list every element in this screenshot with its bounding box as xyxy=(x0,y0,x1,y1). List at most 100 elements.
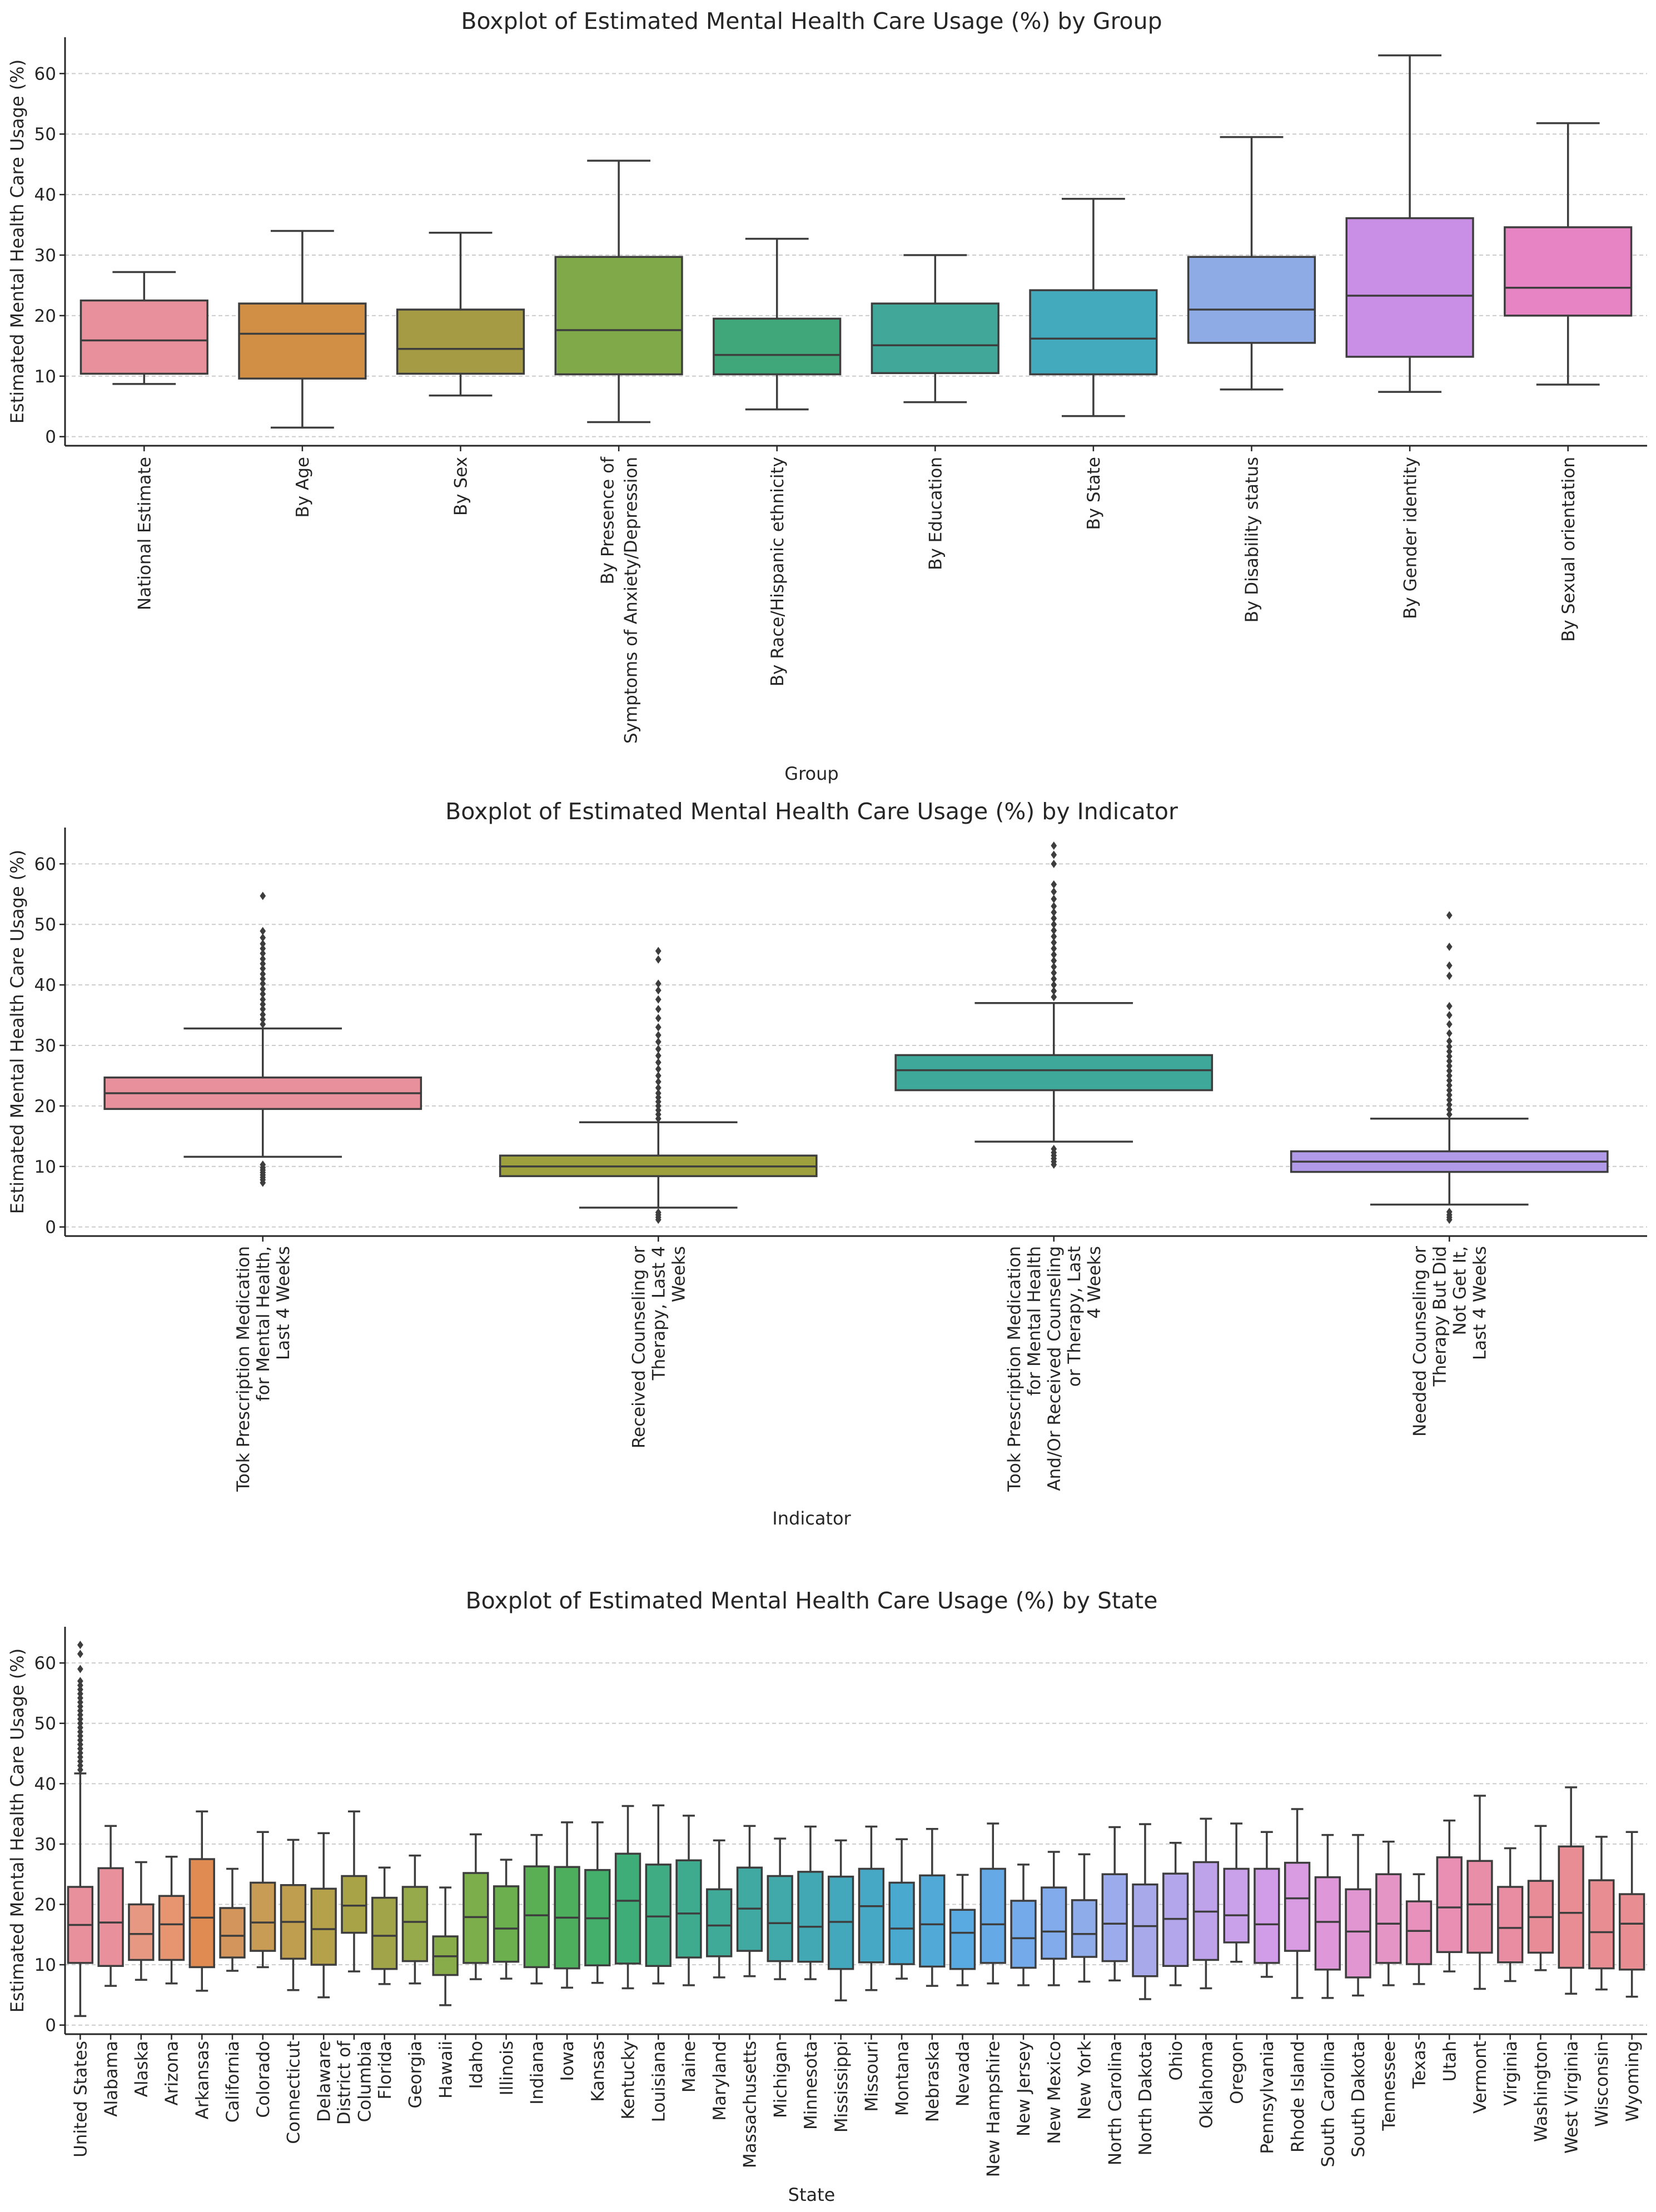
box xyxy=(158,1895,185,1961)
outlier-point xyxy=(1446,1100,1453,1109)
box-group xyxy=(463,1833,489,1980)
outlier-point xyxy=(77,1681,83,1690)
x-axis-label: State xyxy=(788,2184,836,2205)
x-tick-label: New York xyxy=(1075,2041,1095,2120)
outlier-point xyxy=(655,1083,662,1092)
box-group xyxy=(1504,122,1633,386)
outlier-point xyxy=(1446,1105,1453,1114)
outlier-point xyxy=(1446,1207,1453,1216)
outlier-point xyxy=(1051,841,1057,850)
outlier-point xyxy=(77,1753,83,1762)
x-axis-label: Group xyxy=(784,763,838,784)
x-tick-label: South Carolina xyxy=(1318,2041,1338,2168)
outlier-point xyxy=(1446,1002,1453,1010)
outlier-point xyxy=(1051,950,1057,959)
box-group xyxy=(645,1804,672,1985)
outlier-point xyxy=(77,1711,83,1720)
y-axis-label: Estimated Mental Health Care Usage (%) xyxy=(7,59,28,424)
outlier-point xyxy=(1051,938,1057,947)
box xyxy=(1345,1888,1371,1979)
x-tick-label: District ofColumbia xyxy=(335,2040,375,2125)
box-group xyxy=(1187,136,1316,391)
outlier-point xyxy=(260,974,266,983)
x-tick-label: New Jersey xyxy=(1014,2041,1034,2136)
box-group xyxy=(103,891,422,1187)
box-group xyxy=(584,1821,611,1984)
y-tick-label: 50 xyxy=(34,124,56,145)
outlier-point xyxy=(260,989,266,998)
x-tick-label: Idaho xyxy=(466,2041,486,2089)
box xyxy=(1254,1867,1280,1964)
box-group xyxy=(1029,197,1158,417)
x-tick-label: North Dakota xyxy=(1136,2041,1156,2155)
outlier-point xyxy=(77,1723,83,1732)
box xyxy=(871,302,999,375)
outlier-point xyxy=(1446,1110,1453,1119)
outlier-point xyxy=(1446,1052,1453,1061)
chart-title: Boxplot of Estimated Mental Health Care … xyxy=(445,798,1178,825)
outlier-point xyxy=(655,1077,662,1086)
box-group xyxy=(523,1834,550,1985)
outlier-point xyxy=(655,1058,662,1067)
x-tick-label: Iowa xyxy=(558,2041,578,2081)
outlier-point xyxy=(1446,1090,1453,1099)
box-group xyxy=(188,1810,215,1992)
box xyxy=(250,1881,276,1952)
outlier-point xyxy=(655,979,662,988)
box xyxy=(713,317,842,376)
x-tick-label: Utah xyxy=(1440,2041,1460,2082)
outlier-point xyxy=(655,1110,662,1119)
outlier-point xyxy=(77,1715,83,1723)
x-tick-label: Connecticut xyxy=(284,2041,304,2144)
x-tick-label: West Virginia xyxy=(1561,2041,1582,2154)
outlier-point xyxy=(1446,1037,1453,1045)
box-group xyxy=(706,1839,733,1979)
box xyxy=(1497,1886,1524,1964)
outlier-point xyxy=(1051,1144,1057,1153)
x-tick-label: By Sex xyxy=(451,457,471,516)
outlier-point xyxy=(260,954,266,963)
x-tick-label: North Carolina xyxy=(1105,2041,1125,2165)
x-tick-label: By State xyxy=(1084,457,1104,530)
outlier-point xyxy=(1446,1071,1453,1080)
x-tick-label: National Estimate xyxy=(135,457,155,610)
box xyxy=(1375,1873,1402,1964)
box xyxy=(1187,256,1316,344)
box-group xyxy=(401,1854,429,1985)
box xyxy=(1314,1876,1341,1971)
x-tick-label: Arizona xyxy=(162,2041,182,2105)
outlier-point xyxy=(1446,911,1453,920)
outlier-point xyxy=(1446,1042,1453,1051)
box xyxy=(979,1867,1006,1964)
x-tick-label: Louisiana xyxy=(649,2041,669,2122)
outlier-point xyxy=(1051,894,1057,903)
outlier-point xyxy=(260,1160,266,1169)
x-tick-label: Minnesota xyxy=(801,2041,821,2130)
box-group xyxy=(1041,1851,1067,1986)
box-group xyxy=(949,1874,976,1986)
outlier-point xyxy=(260,933,266,942)
outlier-point xyxy=(1051,850,1057,859)
box xyxy=(79,299,208,375)
box xyxy=(219,1907,246,1959)
x-tick-label: Michigan xyxy=(770,2041,790,2118)
box xyxy=(1405,1900,1433,1965)
outlier-point xyxy=(1051,968,1057,977)
box xyxy=(949,1909,976,1970)
x-tick-label: Colorado xyxy=(253,2041,273,2118)
y-tick-label: 10 xyxy=(34,367,56,387)
box-group xyxy=(797,1825,824,1980)
x-tick-label: By Gender identity xyxy=(1400,457,1420,619)
y-axis-label: Estimated Mental Health Care Usage (%) xyxy=(7,1648,28,2012)
y-tick-label: 20 xyxy=(34,1097,56,1117)
box xyxy=(614,1852,641,1965)
x-tick-label: Needed Counseling orTherapy But DidNot G… xyxy=(1410,1246,1490,1437)
outlier-point xyxy=(655,1208,662,1217)
outlier-point xyxy=(1446,1029,1453,1038)
x-tick-label: Maine xyxy=(679,2041,699,2093)
outlier-point xyxy=(655,986,662,995)
box xyxy=(706,1888,733,1957)
box-group xyxy=(888,1838,915,1980)
outlier-point xyxy=(1051,993,1057,1002)
box xyxy=(1618,1893,1645,1971)
